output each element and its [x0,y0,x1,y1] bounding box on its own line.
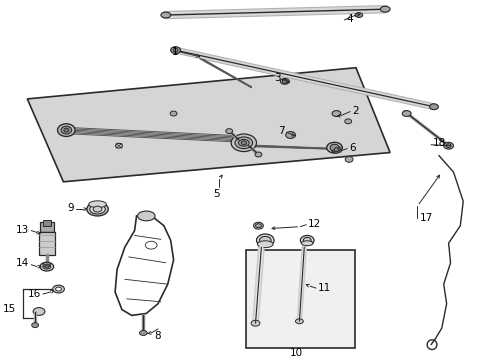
Text: 2: 2 [351,105,358,116]
Ellipse shape [87,202,108,216]
Ellipse shape [443,142,452,149]
Ellipse shape [58,124,75,136]
Ellipse shape [40,262,54,271]
Ellipse shape [429,104,437,110]
Ellipse shape [256,234,273,247]
Ellipse shape [89,201,106,208]
Ellipse shape [251,320,260,326]
Ellipse shape [139,330,147,336]
Text: 4: 4 [346,14,352,24]
FancyBboxPatch shape [40,222,54,231]
Text: 15: 15 [2,303,16,314]
Text: 1: 1 [171,47,178,57]
Ellipse shape [380,6,389,12]
Ellipse shape [301,241,312,246]
Ellipse shape [170,47,180,54]
Ellipse shape [161,12,170,18]
Ellipse shape [326,142,342,153]
Ellipse shape [445,144,450,148]
Ellipse shape [170,111,177,116]
Ellipse shape [255,152,261,157]
Ellipse shape [300,235,313,245]
Ellipse shape [259,237,270,244]
Ellipse shape [33,307,45,315]
Text: 16: 16 [28,289,41,299]
Ellipse shape [56,287,61,291]
Ellipse shape [64,128,69,132]
Ellipse shape [285,131,295,138]
Ellipse shape [241,141,246,145]
Ellipse shape [253,222,263,229]
Text: 11: 11 [317,283,330,293]
Ellipse shape [402,111,410,117]
Ellipse shape [331,111,340,117]
Ellipse shape [280,78,288,84]
Ellipse shape [137,211,155,221]
Ellipse shape [53,285,64,293]
Text: 9: 9 [67,203,74,213]
Text: 14: 14 [16,258,29,268]
Text: 6: 6 [348,143,355,153]
Ellipse shape [344,119,351,124]
Ellipse shape [235,137,252,149]
Ellipse shape [282,80,286,83]
Polygon shape [27,68,389,182]
Ellipse shape [329,144,338,151]
Text: 7: 7 [278,126,284,136]
Text: 18: 18 [432,138,446,148]
Text: 10: 10 [289,348,303,357]
Ellipse shape [354,13,362,18]
Text: 5: 5 [213,189,220,199]
Ellipse shape [331,146,341,153]
FancyBboxPatch shape [39,231,55,255]
Text: 3: 3 [274,73,280,84]
Ellipse shape [303,237,310,243]
Text: 17: 17 [419,213,432,223]
Ellipse shape [255,224,261,228]
Ellipse shape [90,204,105,214]
Ellipse shape [333,148,338,152]
Ellipse shape [231,134,256,152]
Ellipse shape [225,129,232,134]
Text: 8: 8 [154,331,161,341]
Ellipse shape [295,319,303,324]
Ellipse shape [61,126,72,134]
Ellipse shape [32,323,39,328]
Ellipse shape [257,241,272,248]
FancyBboxPatch shape [43,220,51,226]
Text: 12: 12 [307,219,321,229]
Ellipse shape [43,262,51,267]
Ellipse shape [238,139,249,146]
Ellipse shape [93,206,102,212]
Text: 13: 13 [16,225,29,235]
Ellipse shape [173,48,178,52]
Ellipse shape [345,157,352,162]
FancyBboxPatch shape [245,250,354,348]
